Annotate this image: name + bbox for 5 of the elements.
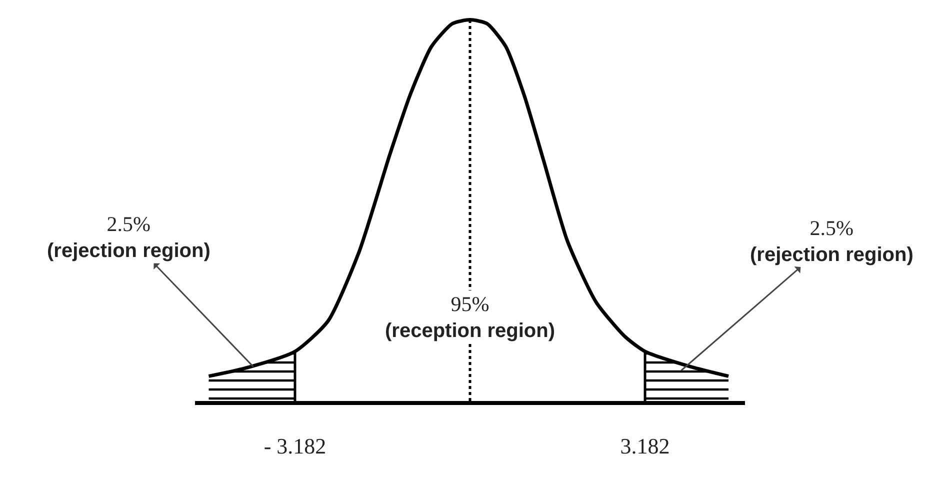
x-tick-label: - 3.182 xyxy=(264,433,326,458)
x-tick-label: 3.182 xyxy=(620,433,670,458)
annotation: 2.5% (rejection region) xyxy=(750,216,914,266)
annotation: 2.5% (rejection region) xyxy=(47,212,210,262)
annotation: 95% (reception region) xyxy=(385,292,556,342)
